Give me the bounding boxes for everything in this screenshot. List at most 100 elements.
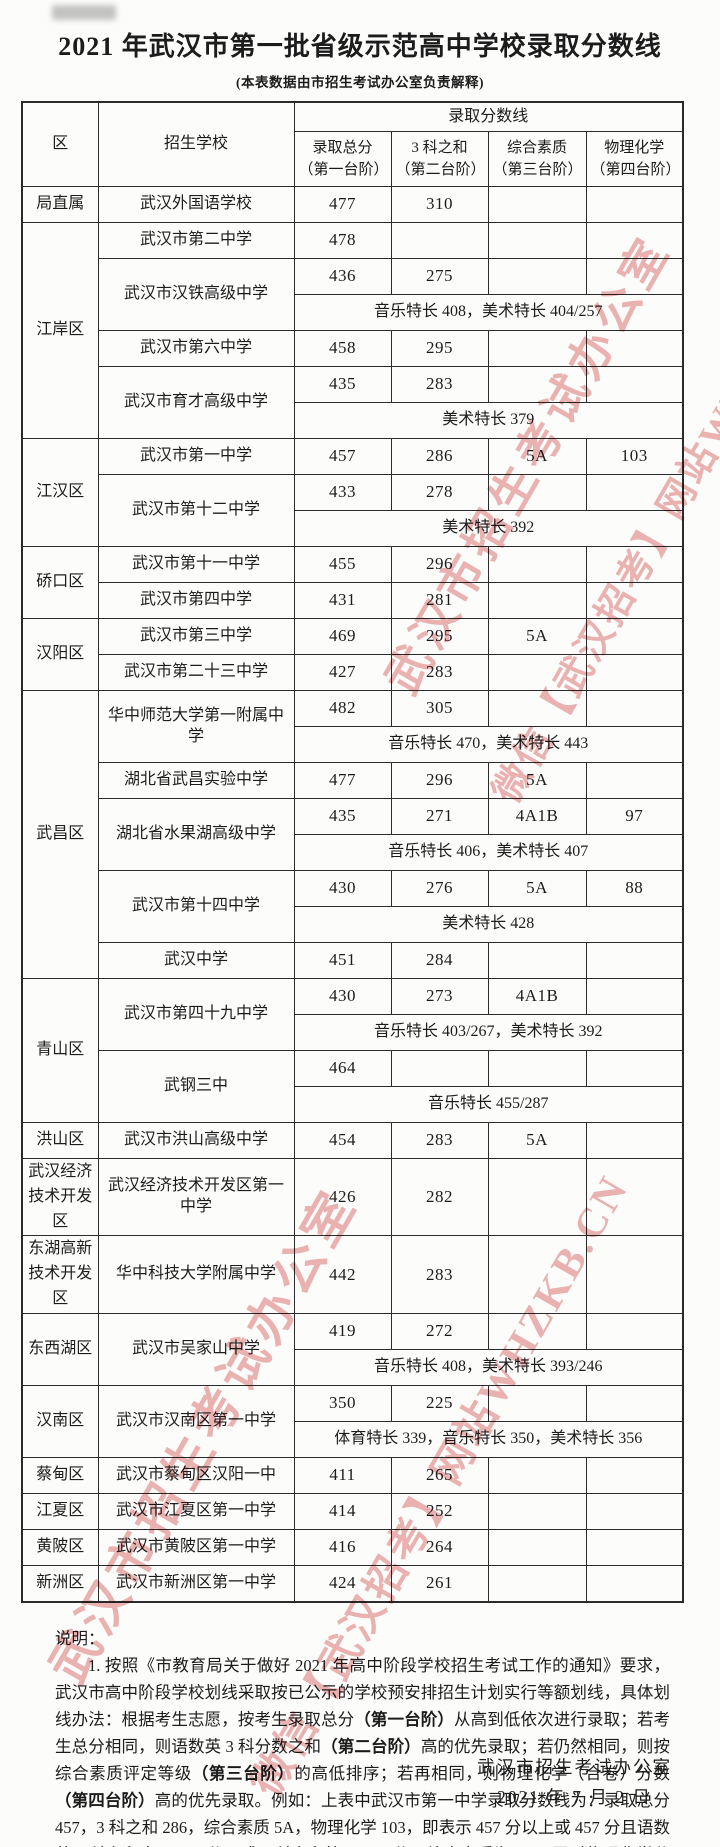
district-cell: 局直属: [21, 186, 99, 223]
score-quality: [487, 546, 587, 583]
note-paragraph-1: 1. 按照《市教育局关于做好 2021 年高中阶段学校招生考试工作的通知》要求，…: [55, 1655, 671, 1847]
special-row: 音乐特长 408，美术特长 404/257: [22, 294, 684, 331]
score-quality: 5A: [487, 870, 587, 907]
notes-body: 1. 按照《市教育局关于做好 2021 年高中阶段学校招生考试工作的通知》要求，…: [55, 1652, 670, 1847]
score-sum3: 305: [390, 690, 489, 727]
special-scores-cell: 美术特长 379: [293, 402, 684, 439]
header-col-3: 综合素质 （第三台阶）: [487, 131, 587, 187]
score-total: 430: [293, 870, 392, 907]
score-physchem: [585, 1456, 684, 1494]
score-physchem: [585, 366, 684, 403]
score-physchem: [585, 1492, 684, 1530]
score-sum3: 296: [390, 762, 489, 799]
school-cell: 武汉中学: [97, 942, 295, 979]
score-physchem: [585, 546, 684, 583]
special-row: 音乐特长 406，美术特长 407: [22, 834, 684, 871]
score-physchem: 103: [585, 438, 684, 475]
scan-artifact: [52, 5, 116, 20]
score-sum3: 276: [390, 870, 489, 907]
district-cell: 汉南区: [21, 1384, 99, 1458]
district-cell: 青山区: [21, 978, 99, 1123]
header-district: 区: [21, 101, 99, 187]
score-quality: [487, 1492, 587, 1530]
score-sum3: 296: [390, 546, 489, 583]
score-total: 457: [293, 438, 392, 475]
table-row: 洪山区 武汉市洪山高级中学 454 283 5A: [21, 1122, 684, 1159]
score-sum3: 275: [390, 258, 489, 295]
special-row: 音乐特长 408，美术特长 393/246: [22, 1348, 684, 1386]
score-sum3: 295: [390, 618, 489, 655]
table-row: 硚口区 武汉市第十一中学 455 296: [21, 546, 684, 619]
table-row: 武汉市第二十三中学 427 283: [22, 654, 684, 691]
score-total: 427: [293, 654, 392, 691]
score-quality: [487, 1050, 587, 1087]
table-row: 武汉市育才高级中学 435 283: [22, 366, 684, 439]
header-col-1: 录取总分 （第一台阶）: [293, 131, 392, 187]
score-table-body: 局直属 武汉外国语学校 477 310 江岸区 武汉市第二中学 478 武汉市汉铁高级中学 43…: [21, 186, 684, 1603]
score-sum3: 278: [390, 474, 489, 511]
school-cell: 武汉市第二中学: [97, 222, 295, 259]
score-total: 411: [293, 1456, 392, 1494]
special-scores-cell: 音乐特长 408，美术特长 393/246: [293, 1348, 684, 1386]
school-cell: 武汉市洪山高级中学: [97, 1122, 295, 1159]
header-school: 招生学校: [97, 101, 295, 187]
table-row: 黄陂区 武汉市黄陂区第一中学 416 264: [21, 1528, 684, 1566]
score-physchem: [585, 330, 684, 367]
score-sum3: 283: [390, 1235, 489, 1314]
district-cell: 东湖高新技术开发区: [21, 1235, 99, 1314]
header-row-1: 区 招生学校 录取分数线: [21, 101, 684, 187]
district-cell: 江汉区: [21, 438, 99, 547]
score-quality: [487, 1157, 587, 1237]
special-row: 音乐特长 455/287: [22, 1086, 684, 1123]
score-sum3: 273: [390, 978, 489, 1015]
score-physchem: [585, 1564, 684, 1603]
table-row: 武汉市第六中学 458 295: [22, 330, 684, 367]
table-row: 武汉市第十四中学 430 276 5A 88: [22, 870, 684, 943]
school-cell: 武汉市汉铁高级中学: [97, 258, 295, 331]
district-cell: 武昌区: [21, 690, 99, 979]
page-subtitle: (本表数据由市招生考试办公室负责解释): [236, 75, 484, 90]
score-total: 433: [293, 474, 392, 511]
school-cell: 武汉市第一中学: [97, 438, 295, 475]
score-sum3: 283: [390, 1122, 489, 1159]
table-row: 武汉经济技术开发区 武汉经济技术开发区第一中学 426 282: [21, 1157, 684, 1237]
score-physchem: [585, 582, 684, 619]
school-cell: 武汉市第三中学: [97, 618, 295, 655]
score-sum3: 281: [390, 582, 489, 619]
table-row: 武汉中学 451 284: [22, 942, 684, 979]
score-quality: 4A1B: [487, 978, 587, 1015]
notes-section: 说明： 1. 按照《市教育局关于做好 2021 年高中阶段学校招生考试工作的通知…: [55, 1625, 670, 1847]
score-table-header: 区 招生学校 录取分数线 录取总分 （第一台阶） 3 科之和 （第二台阶） 综合素质 （第…: [21, 101, 684, 187]
score-physchem: [585, 762, 684, 799]
score-physchem: [585, 1528, 684, 1566]
special-scores-cell: 音乐特长 470，美术特长 443: [293, 726, 684, 763]
score-physchem: [585, 186, 684, 223]
signature-date: 2021 年 7 月 2 日: [497, 1787, 652, 1807]
table-row: 局直属 武汉外国语学校 477 310: [21, 186, 684, 223]
special-row: 美术特长 428: [22, 906, 684, 943]
school-cell: 武汉市黄陂区第一中学: [97, 1528, 295, 1566]
school-cell: 武汉经济技术开发区第一中学: [97, 1157, 295, 1237]
special-scores-cell: 音乐特长 406，美术特长 407: [293, 834, 684, 871]
header-scoreline: 录取分数线: [293, 101, 684, 132]
score-physchem: 88: [585, 870, 684, 907]
score-total: 435: [293, 366, 392, 403]
school-cell: 武汉市第四十九中学: [97, 978, 295, 1051]
district-cell: 江岸区: [21, 222, 99, 439]
school-cell: 武汉市蔡甸区汉阳一中: [97, 1456, 295, 1494]
score-sum3: [390, 1050, 489, 1087]
special-scores-cell: 音乐特长 455/287: [293, 1086, 684, 1123]
score-total: 482: [293, 690, 392, 727]
school-cell: 武汉市第十一中学: [97, 546, 295, 583]
table-row: 武昌区 华中师范大学第一附属中学 482 305: [21, 690, 684, 979]
score-quality: [487, 1312, 587, 1350]
signature-block: 武汉市招生考试办公室 2021 年 7 月 2 日: [477, 1752, 672, 1812]
score-quality: [487, 654, 587, 691]
score-quality: [487, 1235, 587, 1314]
special-scores-cell: 美术特长 428: [293, 906, 684, 943]
district-cell: 黄陂区: [21, 1528, 99, 1566]
table-row: 武汉市第四中学 431 281: [22, 582, 684, 619]
score-total: 442: [293, 1235, 392, 1314]
table-row: 东西湖区 武汉市吴家山中学 419 272: [21, 1312, 684, 1386]
score-quality: [487, 1456, 587, 1494]
